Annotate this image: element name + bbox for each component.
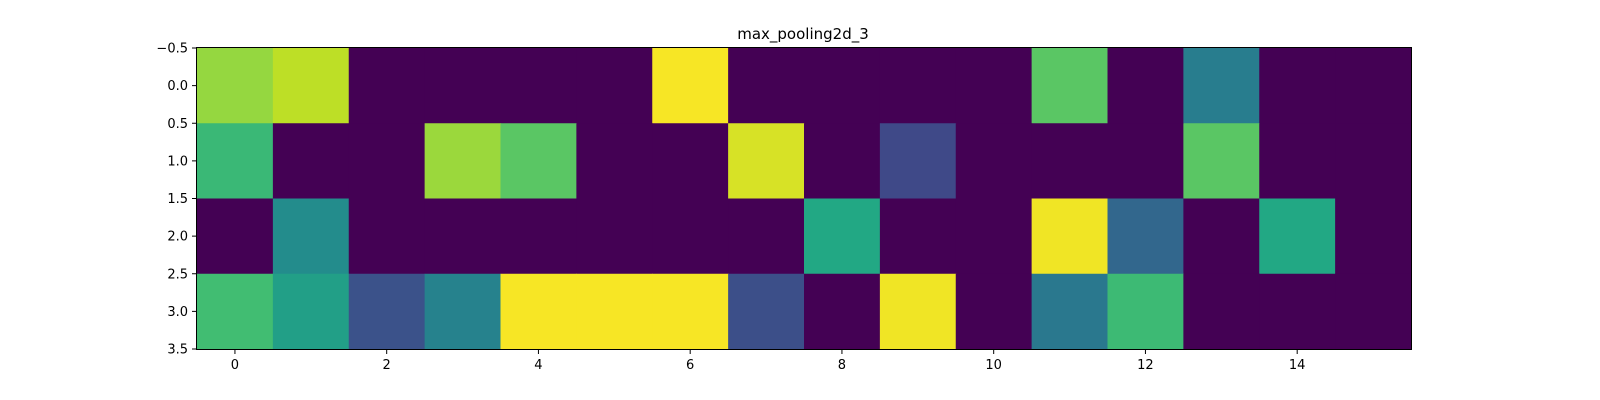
heatmap-cell — [1031, 198, 1109, 275]
heatmap-cell — [1031, 123, 1109, 200]
heatmap-cell — [879, 123, 957, 200]
heatmap-cell — [1335, 123, 1412, 200]
x-tick-label: 0 — [231, 358, 239, 373]
heatmap-cell — [955, 123, 1033, 200]
heatmap-cell — [424, 198, 502, 275]
heatmap-cell — [1335, 48, 1412, 124]
chart-title: max_pooling2d_3 — [737, 25, 869, 44]
heatmap-cell — [1259, 198, 1336, 275]
heatmap-cell — [804, 198, 881, 275]
heatmap-cell — [804, 273, 881, 350]
heatmap-cell — [500, 123, 577, 200]
x-tick-label: 2 — [383, 358, 391, 373]
y-tick-label: 0.0 — [167, 79, 188, 94]
heatmap-cell — [1183, 48, 1260, 124]
y-axis: −0.5 0.0 0.5 1.0 1.5 2.0 2.5 3.0 3.5 — [156, 42, 197, 358]
heatmap-cell — [1183, 273, 1260, 350]
heatmap-cell — [576, 273, 653, 350]
heatmap-cell — [197, 48, 274, 124]
heatmap-cell — [424, 273, 502, 350]
y-tick-label: −0.5 — [156, 42, 188, 57]
heatmap-cell — [652, 48, 729, 124]
heatmap-cell — [1031, 273, 1109, 350]
heatmap-cell — [272, 123, 350, 200]
heatmap-cell — [348, 48, 426, 124]
heatmap-cell — [652, 123, 729, 200]
heatmap-cell — [955, 198, 1033, 275]
heatmap-cell — [1259, 48, 1336, 124]
heatmap-cell — [1335, 198, 1412, 275]
y-tick-label: 1.0 — [167, 154, 188, 169]
heatmap-cell — [728, 198, 805, 275]
x-tick-label: 6 — [686, 358, 694, 373]
heatmap-cell — [879, 198, 957, 275]
y-tick-label: 3.0 — [167, 305, 188, 320]
heatmap-cell — [804, 48, 881, 124]
heatmap-cell — [1335, 273, 1412, 350]
heatmap-cell — [1107, 123, 1184, 200]
plot-frame — [196, 47, 1412, 350]
heatmap-cell — [424, 48, 502, 124]
heatmap-cell — [1183, 123, 1260, 200]
heatmap-cell — [197, 198, 274, 275]
heatmap-cell — [804, 123, 881, 200]
heatmap-cell — [272, 198, 350, 275]
y-tick-label: 2.0 — [167, 230, 188, 245]
heatmap-cell — [1183, 198, 1260, 275]
heatmap-cell — [1259, 273, 1336, 350]
x-tick-label: 10 — [985, 358, 1002, 373]
y-tick-label: 1.5 — [167, 192, 188, 207]
heatmap-cell — [728, 273, 805, 350]
heatmap-cell — [728, 123, 805, 200]
heatmap-cell — [1107, 273, 1184, 350]
heatmap-cell — [652, 273, 729, 350]
y-tick-label: 2.5 — [167, 267, 188, 282]
x-axis: 0 2 4 6 8 10 12 14 — [231, 349, 1306, 373]
heatmap-cell — [955, 273, 1033, 350]
heatmap-cell — [272, 273, 350, 350]
heatmap-cell — [955, 48, 1033, 124]
heatmap-cell — [272, 48, 350, 124]
heatmap-cell — [197, 273, 274, 350]
heatmap-cell — [879, 273, 957, 350]
x-tick-label: 8 — [838, 358, 846, 373]
heatmap-cell — [576, 123, 653, 200]
heatmap-cell — [348, 273, 426, 350]
x-tick-label: 14 — [1289, 358, 1306, 373]
heatmap-cell — [576, 48, 653, 124]
heatmap-cell — [1107, 48, 1184, 124]
heatmap-cell — [348, 198, 426, 275]
heatmap-cell — [500, 48, 577, 124]
heatmap-cells — [197, 48, 1412, 350]
heatmap-cell — [1031, 48, 1109, 124]
heatmap-cell — [424, 123, 502, 200]
heatmap-cell — [348, 123, 426, 200]
y-tick-label: 3.5 — [167, 343, 188, 358]
heatmap-cell — [1259, 123, 1336, 200]
heatmap-cell — [500, 273, 577, 350]
heatmap-cell — [500, 198, 577, 275]
heatmap-cell — [1107, 198, 1184, 275]
y-tick-label: 0.5 — [167, 117, 188, 132]
heatmap-cell — [576, 198, 653, 275]
heatmap-cell — [728, 48, 805, 124]
heatmap-cell — [197, 123, 274, 200]
heatmap-cell — [652, 198, 729, 275]
x-tick-label: 4 — [534, 358, 542, 373]
heatmap-cell — [879, 48, 957, 124]
x-tick-label: 12 — [1137, 358, 1154, 373]
